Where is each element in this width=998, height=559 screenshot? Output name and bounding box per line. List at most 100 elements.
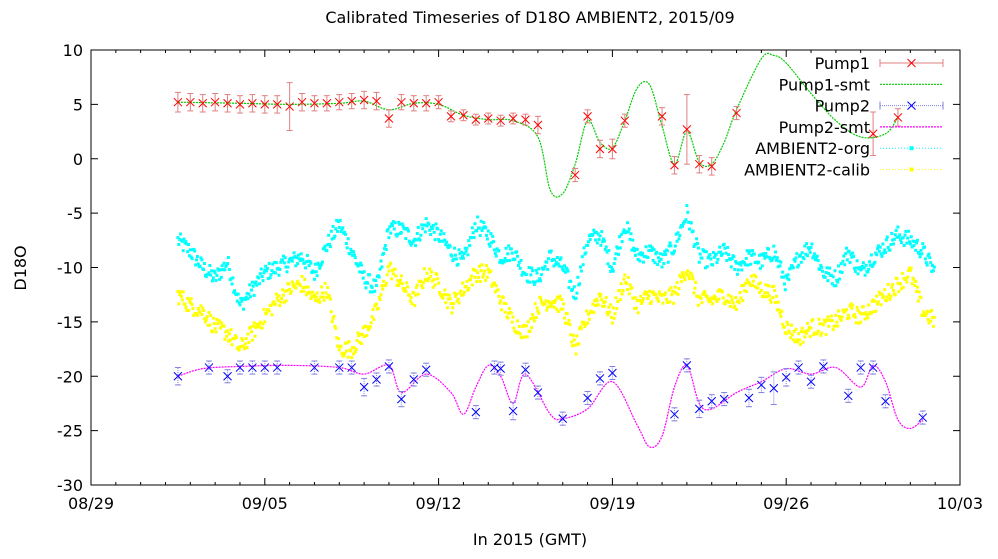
- data-point: [185, 97, 195, 107]
- data-point: [313, 298, 317, 302]
- data-point: [340, 227, 344, 231]
- data-point: [556, 262, 560, 266]
- data-point: [663, 293, 667, 297]
- data-point: [428, 228, 432, 232]
- data-point: [386, 265, 390, 269]
- data-point: [239, 344, 243, 348]
- data-point: [749, 284, 753, 288]
- data-point: [446, 297, 450, 301]
- data-point: [913, 240, 917, 244]
- data-point: [853, 315, 857, 319]
- data-point: [251, 284, 255, 288]
- data-point: [210, 97, 220, 107]
- data-point: [343, 230, 347, 234]
- data-point: [696, 303, 700, 307]
- data-point: [281, 293, 285, 297]
- y-tick-label: -10: [57, 259, 83, 278]
- data-point: [838, 317, 842, 321]
- data-point: [621, 231, 625, 235]
- data-point: [266, 277, 270, 281]
- data-point: [854, 266, 858, 270]
- data-point: [537, 311, 541, 315]
- data-point: [430, 279, 434, 283]
- data-point: [877, 249, 881, 253]
- data-point: [521, 115, 530, 124]
- data-point: [630, 286, 634, 290]
- data-point: [927, 321, 931, 325]
- data-point: [867, 267, 871, 271]
- data-point: [503, 310, 507, 314]
- data-point: [622, 277, 626, 281]
- data-point: [539, 273, 543, 277]
- data-point: [351, 346, 355, 350]
- data-point: [329, 310, 333, 314]
- data-point: [549, 304, 553, 308]
- data-point: [310, 363, 319, 372]
- data-point: [280, 297, 284, 301]
- data-point: [800, 326, 804, 330]
- data-point: [203, 261, 207, 265]
- data-point: [925, 309, 929, 313]
- data-point: [718, 245, 722, 249]
- data-point: [670, 409, 679, 419]
- data-point: [625, 288, 629, 292]
- data-point: [692, 291, 696, 295]
- data-point: [500, 308, 504, 312]
- data-point: [511, 315, 515, 319]
- data-point: [567, 286, 571, 290]
- data-point: [265, 312, 269, 316]
- data-point: [641, 260, 645, 264]
- data-point: [299, 252, 303, 256]
- data-point: [551, 300, 555, 304]
- data-point: [262, 307, 266, 311]
- data-point: [766, 291, 770, 295]
- data-point: [676, 231, 680, 235]
- data-point: [445, 293, 449, 297]
- data-point: [670, 293, 674, 297]
- data-point: [366, 325, 370, 329]
- data-point: [350, 250, 354, 254]
- data-point: [668, 241, 672, 245]
- data-point: [727, 293, 731, 297]
- data-point: [516, 331, 520, 335]
- data-point: [845, 317, 849, 321]
- data-point: [834, 284, 838, 288]
- data-point: [399, 231, 403, 235]
- data-point: [357, 263, 361, 267]
- data-point: [885, 295, 889, 299]
- data-point: [329, 229, 333, 233]
- data-point: [743, 281, 747, 285]
- data-point: [826, 315, 830, 319]
- data-point: [827, 324, 831, 328]
- data-point: [657, 299, 661, 303]
- data-point: [553, 258, 557, 262]
- data-point: [360, 270, 364, 274]
- data-point: [869, 253, 873, 257]
- data-point: [873, 299, 877, 303]
- data-point: [576, 275, 580, 279]
- data-point: [840, 270, 844, 274]
- data-point: [221, 268, 225, 272]
- data-point: [769, 300, 773, 304]
- data-point: [354, 347, 358, 351]
- data-point: [224, 330, 228, 334]
- data-point: [704, 250, 708, 254]
- data-point: [308, 259, 312, 263]
- data-point: [257, 282, 261, 286]
- data-point: [528, 280, 532, 284]
- data-point: [752, 252, 756, 256]
- data-point: [570, 344, 574, 348]
- data-point: [714, 252, 718, 256]
- legend-label: Pump1: [815, 54, 870, 73]
- data-point: [560, 265, 564, 269]
- data-point: [421, 98, 431, 108]
- data-point: [770, 285, 774, 289]
- data-point: [286, 265, 290, 269]
- data-point: [187, 254, 191, 258]
- data-point: [409, 98, 419, 108]
- data-point: [424, 217, 428, 221]
- data-point: [906, 275, 910, 279]
- data-point: [466, 253, 470, 257]
- data-point: [500, 258, 504, 262]
- data-point: [829, 273, 833, 277]
